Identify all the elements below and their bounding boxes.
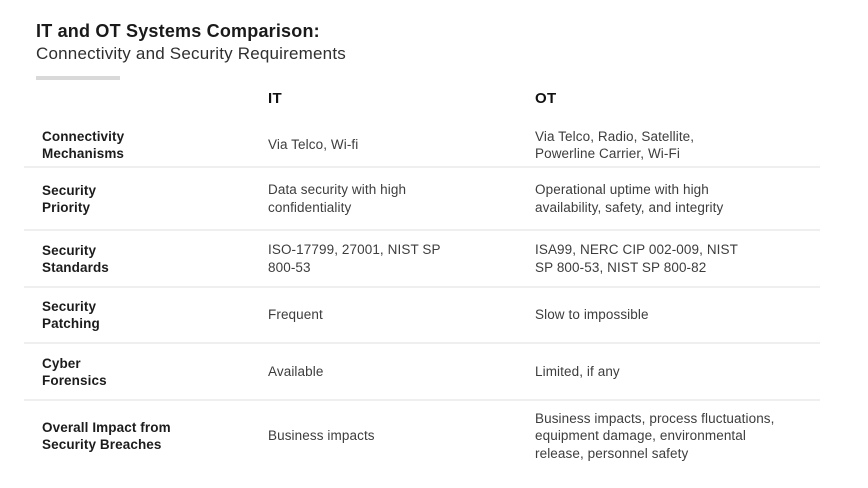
table-header-row: IT OT bbox=[24, 88, 820, 124]
it-value-cell: Via Telco, Wi-fi bbox=[268, 137, 359, 153]
table-row: Security Standards ISO-17799, 27001, NIS… bbox=[24, 231, 820, 288]
column-header-ot: OT bbox=[535, 90, 557, 107]
it-value-cell: Data security with high confidentiality bbox=[268, 182, 407, 215]
table-row: Overall Impact from Security Breaches Bu… bbox=[24, 401, 820, 471]
ot-value-cell: Limited, if any bbox=[535, 363, 620, 379]
page-subtitle: Connectivity and Security Requirements bbox=[36, 44, 346, 63]
ot-value-cell: Operational uptime with high availabilit… bbox=[535, 182, 724, 215]
table-row: Security Patching Frequent Slow to impos… bbox=[24, 288, 820, 344]
it-value-cell: Frequent bbox=[268, 307, 323, 323]
row-label: Security Priority bbox=[42, 182, 97, 215]
comparison-table: IT OT Connectivity Mechanisms Via Telco,… bbox=[24, 88, 820, 471]
table-row: Cyber Forensics Available Limited, if an… bbox=[24, 344, 820, 401]
it-value-cell: Business impacts bbox=[268, 428, 375, 444]
title-underline-bar bbox=[36, 76, 120, 80]
row-label: Security Standards bbox=[42, 242, 109, 275]
table-row: Connectivity Mechanisms Via Telco, Wi-fi… bbox=[24, 124, 820, 168]
it-value-cell: Available bbox=[268, 363, 324, 379]
ot-value-cell: Business impacts, process fluctuations, … bbox=[535, 410, 775, 461]
slide-header: IT and OT Systems Comparison: Connectivi… bbox=[0, 0, 868, 80]
page-title: IT and OT Systems Comparison: bbox=[36, 21, 320, 41]
column-header-it: IT bbox=[268, 90, 282, 107]
row-label: Security Patching bbox=[42, 299, 100, 331]
row-label: Overall Impact from Security Breaches bbox=[42, 420, 171, 452]
it-value-cell: ISO-17799, 27001, NIST SP 800-53 bbox=[268, 242, 441, 275]
table-row: Security Priority Data security with hig… bbox=[24, 168, 820, 231]
row-label: Connectivity Mechanisms bbox=[42, 129, 125, 161]
ot-value-cell: Via Telco, Radio, Satellite, Powerline C… bbox=[535, 128, 695, 162]
ot-value-cell: ISA99, NERC CIP 002-009, NIST SP 800-53,… bbox=[535, 242, 738, 275]
row-label: Cyber Forensics bbox=[42, 355, 107, 388]
table-body: Connectivity Mechanisms Via Telco, Wi-fi… bbox=[24, 124, 820, 471]
ot-value-cell: Slow to impossible bbox=[535, 307, 649, 323]
